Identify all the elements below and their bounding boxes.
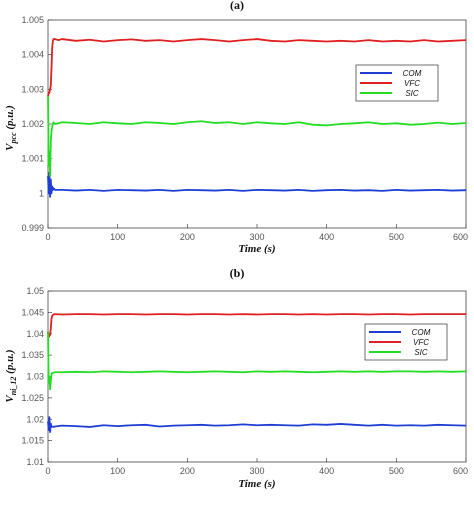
panel-b-legend-label-vfc: VFC (413, 338, 429, 347)
panel-a-y-tick-label: 1.001 (21, 154, 44, 164)
panel-b-chart: (b) 1.01 1.015 1.02 1.025 1.03 1.035 1.04 1.045… (4, 266, 468, 490)
panel-a-series-sic-line (47, 96, 467, 177)
panel-a-x-axis-label: Time (s) (238, 243, 275, 255)
panel-b-x-tick-label: 500 (389, 466, 404, 476)
panel-b-label: (b) (230, 266, 245, 280)
panel-b-series-com-line (47, 416, 467, 433)
panel-a-legend-label-sic: SIC (405, 89, 419, 98)
panel-a-label: (a) (230, 0, 244, 12)
panel-b-y-tick-label: 1.045 (21, 307, 44, 317)
panel-b-plot-frame (47, 290, 467, 463)
panel-a-y-tick-label: 1.005 (21, 15, 44, 25)
panel-a-series-vfc-line (47, 38, 467, 97)
panel-b-legend-label-sic: SIC (414, 348, 428, 357)
panel-b-y-tick-label: 1.02 (26, 414, 44, 424)
panel-b-y-tick-label: 1.03 (26, 372, 44, 382)
panel-b-x-tick-label: 200 (180, 466, 195, 476)
panel-a-y-axis-label: Vpcc (p.u.) (4, 105, 18, 151)
panel-b-y-tick-label: 1.015 (21, 436, 44, 446)
panel-a-x-tick-label: 300 (249, 232, 264, 242)
panel-a-legend-label-com: COM (403, 69, 422, 78)
panel-b-y-tick-label: 1.01 (26, 457, 44, 467)
panel-b-y-tick-label: 1.035 (21, 350, 44, 360)
panel-b-y-axis-label: Vni_12 (p.u.) (4, 349, 18, 402)
panel-a-x-tick-label: 100 (110, 232, 125, 242)
panel-b-x-tick-label: 0 (45, 466, 50, 476)
panel-b-x-tick-label: 100 (110, 466, 125, 476)
panel-a-y-tick-label: 0.999 (21, 223, 44, 233)
panel-b-x-tick-label: 400 (319, 466, 334, 476)
panel-b-series-sic-line (47, 331, 467, 391)
panel-b-y-tick-label: 1.04 (26, 329, 44, 339)
panel-a-y-tick-label: 1 (39, 188, 44, 198)
panel-a-x-tick-label: 0 (45, 232, 50, 242)
panel-a-x-tick-label: 400 (319, 232, 334, 242)
panel-a-y-tick-label: 1.002 (21, 119, 44, 129)
panel-a-y-tick-label: 1.003 (21, 84, 44, 94)
panel-b-series-vfc-line (47, 313, 466, 339)
panel-b-x-tick-label: 600 (453, 466, 468, 476)
panel-b-x-axis-label: Time (s) (238, 478, 275, 490)
panel-a-x-tick-label: 600 (453, 232, 468, 242)
panel-a-legend-label-vfc: VFC (404, 79, 420, 88)
panel-b-x-tick-label: 300 (249, 466, 264, 476)
panel-a-chart: (a) 0.999 1 1.001 1.002 1.003 1.004 1.005 0 100… (4, 0, 468, 255)
panel-b-legend-label-com: COM (412, 328, 431, 337)
panel-a-x-tick-label: 500 (389, 232, 404, 242)
panel-b-y-tick-label: 1.025 (21, 393, 44, 403)
panel-b-y-tick-label: 1.05 (26, 286, 44, 296)
panel-a-y-tick-label: 1.004 (21, 50, 44, 60)
panel-a-series-com-line (47, 171, 467, 198)
panel-a-x-tick-label: 200 (180, 232, 195, 242)
